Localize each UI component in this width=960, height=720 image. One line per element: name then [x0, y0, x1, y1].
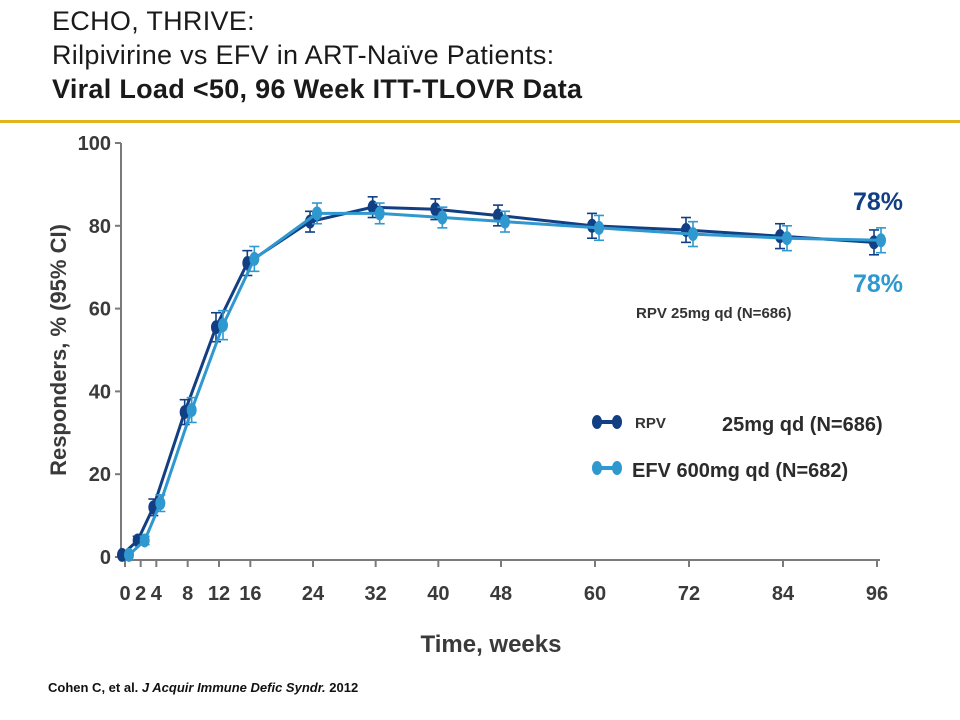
data-point-efv: [594, 220, 604, 235]
x-tick-label: 40: [427, 583, 449, 605]
x-tick-label: 12: [208, 583, 230, 605]
citation-year: 2012: [329, 680, 359, 695]
title-line-2: Rilpivirine vs EFV in ART-Naïve Patients…: [52, 40, 555, 70]
x-tick-label: 32: [365, 583, 387, 605]
legend-label-rpv: 25mg qd (N=686): [722, 414, 883, 436]
x-tick-label: 60: [584, 583, 606, 605]
legend-label-efv: EFV 600mg qd (N=682): [632, 460, 848, 482]
legend-marker-left-rpv: [592, 415, 602, 429]
legend-marker-left-efv: [592, 461, 602, 475]
data-point-efv: [437, 210, 448, 225]
data-point-efv: [312, 206, 322, 221]
series-line-efv: [127, 211, 882, 557]
data-point-rpv: [430, 202, 441, 217]
x-tick-label: 48: [490, 583, 512, 605]
citation-authors: Cohen C, et al.: [48, 680, 139, 695]
x-tick-label: 24: [302, 583, 325, 605]
citation: Cohen C, et al. J Acquir Immune Defic Sy…: [48, 680, 358, 695]
annotation-text: RPV 25mg qd (N=686): [636, 305, 791, 322]
data-point-rpv: [117, 547, 127, 562]
y-tick-label: 60: [89, 299, 111, 321]
title-line-3: Viral Load <50, 96 Week ITT-TLOVR Data: [52, 74, 583, 104]
y-axis-title: Responders, % (95% CI): [46, 224, 71, 476]
data-point-efv: [249, 251, 260, 266]
x-axis-title: Time, weeks: [421, 631, 562, 658]
data-point-efv: [500, 214, 510, 229]
x-tick-label: 4: [151, 583, 163, 605]
data-point-efv: [782, 231, 792, 246]
y-tick-label: 0: [100, 547, 111, 569]
data-point-efv: [374, 206, 385, 221]
x-tick-label: 72: [678, 583, 700, 605]
legend-marker-right-efv: [612, 461, 622, 475]
data-point-efv: [124, 547, 134, 562]
x-tick-label: 16: [239, 583, 261, 605]
title-rule: [0, 120, 960, 123]
x-tick-label: 96: [866, 583, 888, 605]
title-line-1: ECHO, THRIVE:: [52, 6, 255, 36]
x-tick-label: 84: [772, 583, 795, 605]
data-point-efv: [139, 533, 150, 548]
data-point-efv: [876, 233, 886, 248]
data-point-efv: [186, 403, 197, 418]
y-tick-label: 100: [78, 133, 111, 155]
y-tick-label: 80: [89, 216, 111, 238]
citation-journal: J Acquir Immune Defic Syndr.: [141, 680, 326, 695]
title-block: ECHO, THRIVE: Rilpivirine vs EFV in ART-…: [52, 4, 582, 106]
legend-marker-right-rpv: [612, 415, 622, 429]
data-point-efv: [688, 227, 698, 242]
y-tick-label: 20: [89, 464, 111, 486]
series-line-rpv: [120, 205, 875, 557]
x-tick-label: 0: [119, 583, 130, 605]
end-label-rpv: 78%: [853, 188, 903, 216]
end-label-efv: 78%: [853, 270, 903, 298]
data-point-efv: [155, 496, 166, 511]
y-tick-label: 40: [89, 381, 111, 403]
data-point-efv: [218, 318, 228, 333]
x-tick-label: 2: [135, 583, 146, 605]
legend-label-rpv-prefix: RPV: [635, 415, 666, 432]
x-tick-label: 8: [182, 583, 193, 605]
